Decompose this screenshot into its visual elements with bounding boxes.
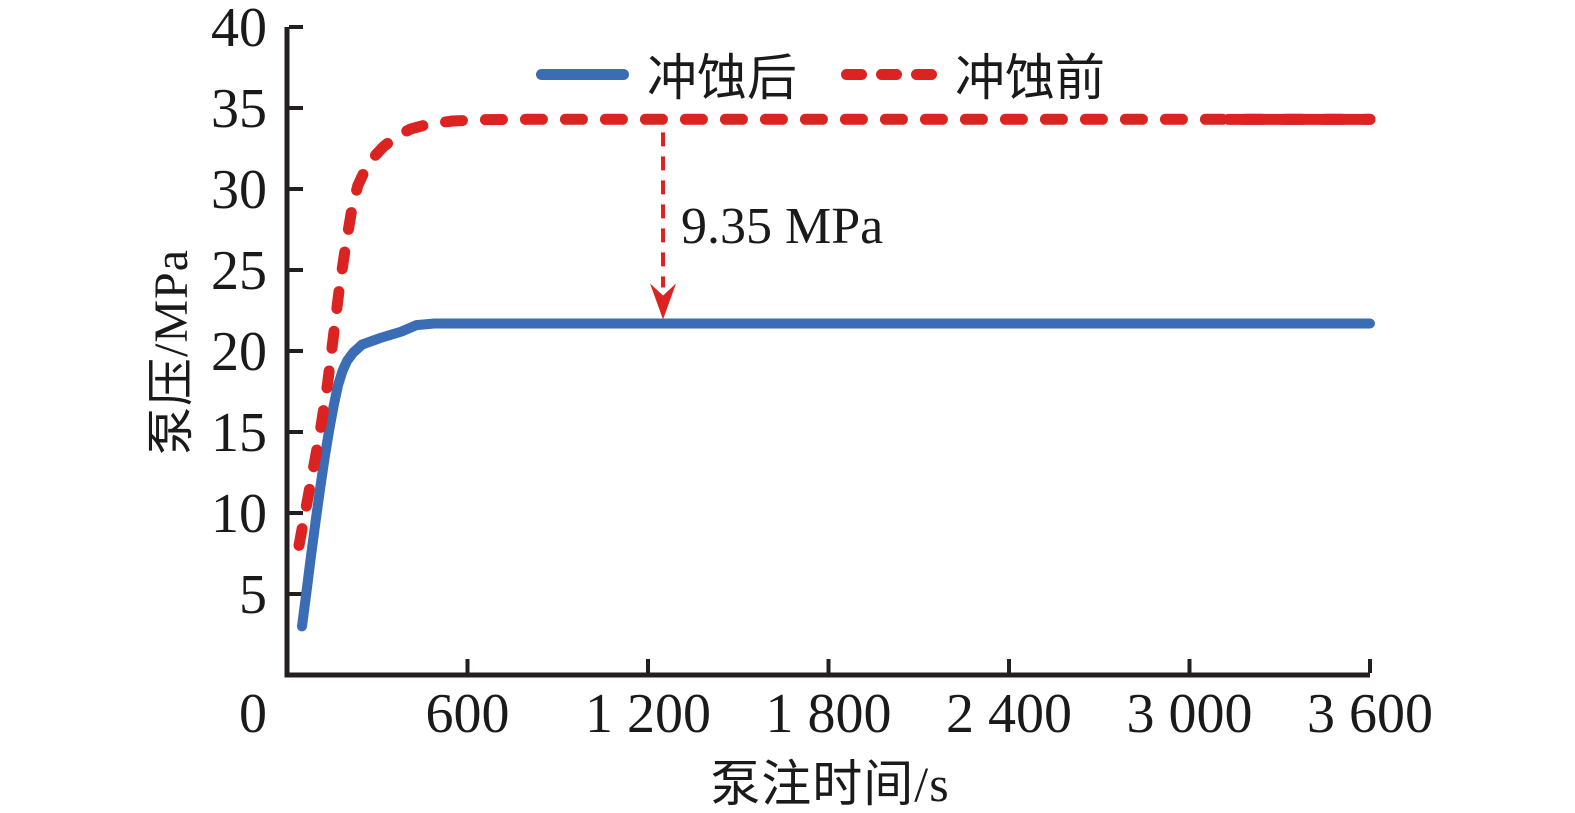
series-line-before-erosion bbox=[293, 113, 1376, 551]
legend-dashed-line-sample bbox=[841, 68, 937, 80]
x-tick-label: 1 200 bbox=[585, 683, 711, 745]
y-tick-label: 30 bbox=[211, 159, 267, 221]
series-line-after-erosion bbox=[297, 318, 1375, 632]
legend: 冲蚀后 冲蚀前 bbox=[536, 46, 1105, 106]
x-tick-label: 600 bbox=[426, 683, 510, 745]
x-tick-label: 3 600 bbox=[1307, 683, 1433, 745]
annotation-pressure-difference-label: 9.35 MPa bbox=[681, 198, 884, 255]
annotation-arrowhead-icon bbox=[650, 283, 677, 320]
x-tick-label: 2 400 bbox=[946, 683, 1072, 745]
legend-label-after-erosion: 冲蚀后 bbox=[647, 50, 797, 106]
x-axis-title: 泵注时间/s bbox=[710, 756, 950, 812]
x-tick-label: 3 000 bbox=[1127, 683, 1253, 745]
y-tick-label: 20 bbox=[211, 321, 267, 383]
y-tick-label: 40 bbox=[211, 0, 267, 59]
y-axis-title: 泵压/MPa bbox=[145, 248, 198, 456]
legend-label-before-erosion: 冲蚀前 bbox=[955, 50, 1105, 106]
y-tick-label: 15 bbox=[211, 402, 267, 464]
x-tick-label: 0 bbox=[239, 683, 267, 745]
x-tick-label: 1 800 bbox=[766, 683, 892, 745]
y-tick-label: 25 bbox=[211, 240, 267, 302]
y-tick-label: 35 bbox=[211, 78, 267, 140]
legend-solid-line-sample bbox=[536, 68, 629, 80]
y-tick-label: 10 bbox=[211, 483, 267, 545]
axes-frame bbox=[284, 27, 1370, 678]
y-tick-label: 5 bbox=[239, 564, 267, 626]
